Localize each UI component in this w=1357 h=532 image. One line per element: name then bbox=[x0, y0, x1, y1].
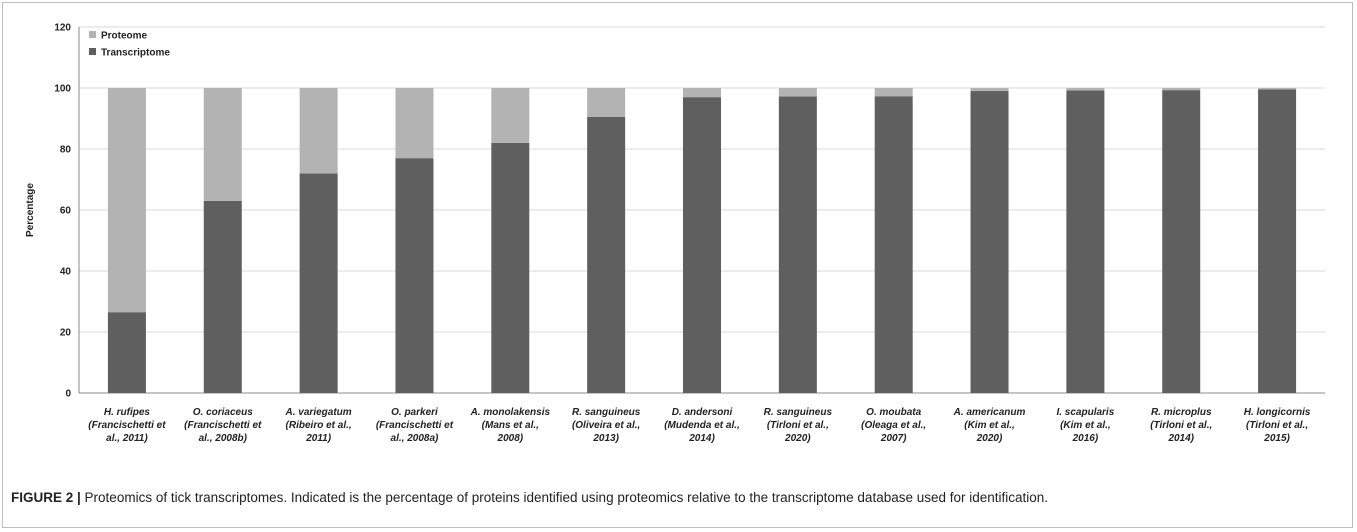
bar-proteome bbox=[299, 88, 338, 174]
legend-label: Transcriptome bbox=[101, 48, 170, 59]
figure-caption: FIGURE 2 | Proteomics of tick transcript… bbox=[11, 488, 1346, 507]
bar-transcriptome bbox=[874, 96, 913, 394]
x-category-label: R. sanguineus (Tirloni et al., 2020) bbox=[764, 407, 833, 444]
bar-proteome bbox=[491, 88, 530, 143]
bar-transcriptome bbox=[395, 158, 434, 393]
x-category-label: A. monolakensis (Mans et al., 2008) bbox=[470, 407, 551, 444]
x-category-label: O. parkeri (Francischetti et al., 2008a) bbox=[376, 407, 454, 444]
bar-transcriptome bbox=[299, 173, 338, 393]
x-category-label: D. andersoni (Mudenda et al., 2014) bbox=[664, 407, 740, 444]
bar-proteome bbox=[587, 88, 626, 117]
bar-transcriptome bbox=[107, 312, 146, 393]
bar-proteome bbox=[1258, 88, 1297, 90]
bar-transcriptome bbox=[1258, 89, 1297, 394]
stacked-bar-chart: 0 20 40 60 80 100 120 Percentage H. rufipes (Fran… bbox=[25, 23, 1325, 444]
x-category-label: H. longicornis (Tirloni et al., 2015) bbox=[1244, 407, 1311, 444]
bar-transcriptome bbox=[970, 91, 1009, 394]
y-tick-label: 40 bbox=[60, 267, 72, 278]
bar-proteome bbox=[778, 88, 817, 97]
legend-swatch bbox=[89, 48, 96, 55]
y-tick-label: 0 bbox=[65, 389, 71, 400]
x-category-label: I. scapularis (Kim et al., 2016) bbox=[1056, 407, 1114, 444]
y-tick-label: 120 bbox=[54, 23, 71, 34]
bar-proteome bbox=[683, 88, 721, 98]
bar-proteome bbox=[107, 88, 146, 313]
legend-swatch bbox=[89, 31, 96, 38]
bar-transcriptome bbox=[203, 200, 242, 393]
x-category-label: R. sanguineus (Oliveira et al., 2013) bbox=[572, 407, 641, 444]
y-tick-label: 20 bbox=[60, 328, 72, 339]
y-tick-label: 80 bbox=[60, 145, 72, 156]
bar-transcriptome bbox=[491, 142, 530, 393]
legend-label: Proteome bbox=[101, 31, 148, 42]
x-category-label: O. coriaceus (Francischetti et al., 2008b) bbox=[184, 407, 262, 444]
figure-label: FIGURE 2 | bbox=[11, 490, 81, 505]
x-category-label: H. rufipes (Francischetti et al., 2011) bbox=[88, 407, 166, 444]
x-category-label: R. microplus (Tirloni et al., 2014) bbox=[1150, 407, 1212, 444]
caption-text: Proteomics of tick transcriptomes. Indic… bbox=[80, 490, 1049, 505]
y-tick-label: 60 bbox=[60, 206, 72, 217]
x-category-label: A. americanum (Kim et al., 2020) bbox=[953, 407, 1026, 444]
bar-transcriptome bbox=[1066, 90, 1105, 393]
y-tick-label: 100 bbox=[54, 84, 71, 95]
x-category-label: A. variegatum (Ribeiro et al., 2011) bbox=[285, 407, 352, 444]
bar-proteome bbox=[395, 88, 434, 159]
bar-proteome bbox=[970, 88, 1009, 92]
bar-transcriptome bbox=[1162, 90, 1201, 393]
bar-transcriptome bbox=[683, 97, 721, 394]
bar-proteome bbox=[203, 88, 242, 201]
bar-transcriptome bbox=[587, 116, 626, 393]
bar-proteome bbox=[1162, 88, 1201, 91]
bar-proteome bbox=[1066, 88, 1105, 91]
bar-proteome bbox=[874, 88, 913, 97]
bar-transcriptome bbox=[778, 96, 817, 393]
y-axis-title: Percentage bbox=[25, 183, 36, 237]
x-category-label: O. moubata (Oleaga et al., 2007) bbox=[861, 407, 926, 444]
